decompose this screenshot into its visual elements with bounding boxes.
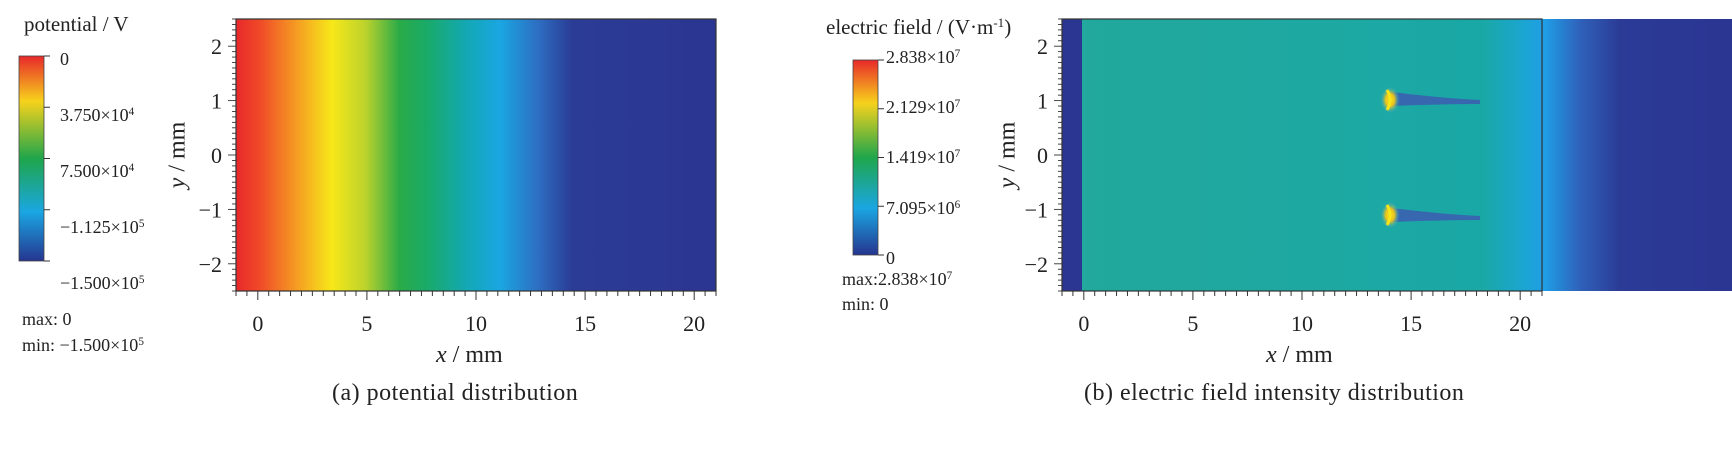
colorbar-tick-label: 0: [886, 248, 895, 268]
min-label: min: 0: [842, 294, 889, 314]
colorbar-tick-label: 2.838×107: [886, 47, 961, 67]
x-tick-label: 10: [1291, 311, 1313, 336]
x-tick-label: 0: [1078, 311, 1089, 336]
x-tick-label: 5: [361, 311, 372, 336]
y-tick-label: −2: [199, 252, 222, 277]
y-axis-title: y / mm: [164, 121, 191, 189]
y-tick-label: 2: [211, 34, 222, 59]
y-tick-label: −1: [1025, 197, 1048, 222]
max-label: max: 0: [22, 309, 72, 329]
panel-electric-field: electric field / (V·m-1) 2.838×107 2.129…: [826, 0, 1732, 462]
colorbar-ticks: [44, 55, 50, 262]
x-tick-label: 15: [1400, 311, 1422, 336]
x-tick-label: 10: [465, 311, 487, 336]
heatmap-field: [236, 19, 716, 291]
colorbar-tick-label: 7.500×104: [60, 161, 135, 181]
heatmap-field: [1062, 19, 1732, 291]
y-tick-label: 1: [1037, 89, 1048, 114]
x-tick-label: 20: [683, 311, 705, 336]
colorbar-title: electric field / (V·m-1): [826, 14, 1012, 39]
y-tick-label: 0: [211, 143, 222, 168]
colorbar-tick-label: 1.419×107: [886, 147, 961, 167]
caption: (a) potential distribution: [332, 380, 579, 406]
y-axis-title: y / mm: [994, 121, 1021, 189]
colorbar-tick-label: −1.500×105: [60, 273, 145, 293]
x-tick-label: 0: [252, 311, 263, 336]
min-label: min: −1.500×105: [22, 335, 144, 355]
x-tick-label: 20: [1509, 311, 1531, 336]
max-label: max:2.838×107: [842, 269, 953, 289]
colorbar-tick-label: −1.125×105: [60, 217, 145, 237]
colorbar-tick-label: 7.095×106: [886, 198, 961, 218]
colorbar-tick-label: 3.750×104: [60, 105, 135, 125]
x-axis-title: x / mm: [436, 342, 503, 368]
panel-potential: potential / V 0 3.750×104 7.500×104 −1.1…: [18, 12, 717, 406]
colorbar: [18, 55, 45, 262]
colorbar: [852, 59, 879, 256]
y-tick-label: 1: [211, 89, 222, 114]
colorbar-ticks: [878, 59, 884, 256]
x-tick-label: 15: [574, 311, 596, 336]
colorbar-tick-label: 0: [60, 49, 69, 69]
x-tick-label: 5: [1187, 311, 1198, 336]
caption: (b) electric field intensity distributio…: [1084, 380, 1465, 406]
y-tick-label: −2: [1025, 252, 1048, 277]
y-tick-label: 0: [1037, 143, 1048, 168]
colorbar-title: potential / V: [24, 12, 129, 36]
y-tick-label: −1: [199, 197, 222, 222]
colorbar-tick-label: 2.129×107: [886, 97, 961, 117]
x-axis-title: x / mm: [1266, 342, 1333, 368]
y-tick-label: 2: [1037, 34, 1048, 59]
